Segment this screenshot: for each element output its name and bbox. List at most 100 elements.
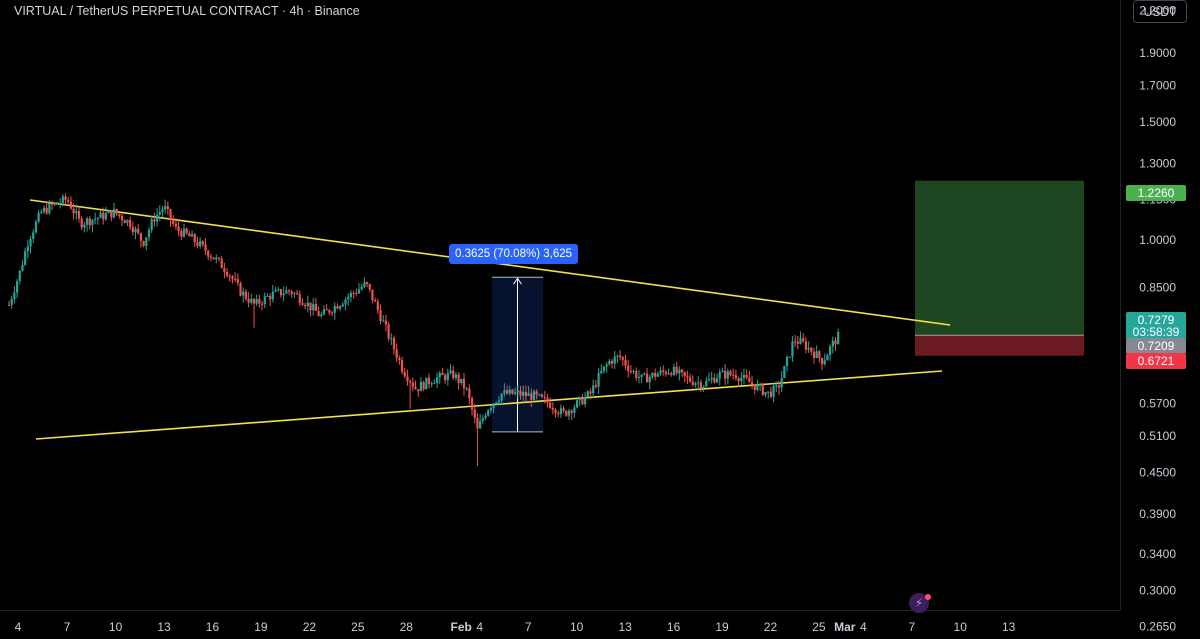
currency-unit-button[interactable]: USDT [1133,0,1187,23]
candle-body [514,392,517,394]
candle-body [102,212,105,220]
candle-body [339,306,342,309]
candle-body [126,219,129,224]
candle-body [473,409,476,418]
candle-body [142,240,145,246]
candle-body [295,293,299,295]
candle-body [584,396,587,405]
candle-body [772,385,775,397]
candle-body [355,293,358,295]
candle-body [236,279,239,283]
candle-body [608,360,611,365]
candle-body [45,207,48,214]
candle-body [61,196,64,203]
candle-body [153,219,156,222]
candle-body [123,220,126,224]
candle-body [110,210,113,218]
candle-body [398,358,401,361]
lightning-icon[interactable]: ⚡ [909,593,929,613]
candle-body [446,373,449,381]
candle-body [680,369,684,372]
time-tick-11: 7 [525,620,532,634]
stop-zone[interactable] [915,335,1084,356]
candle-body [360,286,363,290]
candle-body [400,360,404,372]
time-tick-13: 13 [618,620,632,634]
candle-body [476,417,479,429]
candle-body [368,284,371,290]
candle-body [616,355,619,357]
candle-body [322,309,326,315]
candle-body [724,370,727,379]
candle-body [371,289,374,301]
candle-body [131,227,134,233]
candle-body [395,349,398,359]
candle-body [185,228,188,234]
candle-body [721,370,724,373]
candle-body [158,212,161,215]
candle-body [799,338,802,344]
candle-body [767,391,770,393]
target-badge: 1.2260 [1126,185,1186,201]
candle-body [10,299,13,306]
candle-body [575,400,579,408]
candle-body [279,289,283,296]
candle-body [72,208,75,214]
candle-body [344,299,347,305]
candle-body [802,338,805,342]
target-zone[interactable] [915,180,1084,336]
candle-body [220,258,223,269]
price-tick-15: 0.2650 [1139,620,1176,634]
candle-body [56,202,59,204]
candle-body [756,384,759,390]
candle-body [530,393,533,400]
candle-body [562,408,565,411]
candle-body [619,355,622,358]
candle-body [242,291,245,296]
time-tick-5: 19 [254,620,268,634]
candle-body [818,351,821,359]
candle-body [532,391,536,400]
candle-body [640,374,643,377]
time-axis-separator [0,610,1120,611]
lower-trendline[interactable] [35,370,943,440]
candle-body [349,292,353,297]
candle-body [139,233,143,241]
candle-body [406,376,409,382]
candle-body [37,212,40,222]
candle-body [694,383,697,385]
candle-body [91,219,94,226]
candle-body [753,384,756,390]
price-axis: 2.20001.90001.70001.50001.30001.15001.00… [1139,3,1176,634]
candle-body [675,366,678,374]
candle-body [271,291,274,300]
trendlines[interactable] [29,199,951,440]
candle-body [462,378,466,389]
candle-body [691,381,694,385]
candle-body [384,320,388,325]
countdown-badge: 03:58:39 [1126,324,1186,340]
price-range-measure[interactable] [492,276,543,433]
candle-body [427,377,431,384]
candle-body [489,408,493,411]
candle-body [465,388,468,390]
entry-badge: 0.7209 [1126,338,1186,354]
notification-dot [925,594,931,600]
long-position-tool[interactable] [915,180,1084,356]
candle-body [403,371,406,377]
candle-body [260,303,264,305]
candle-body [557,413,560,415]
candle-body [247,298,250,303]
candle-body [314,304,318,311]
candle-body [285,290,288,294]
candle-body [592,385,595,394]
candle-body [441,372,444,376]
candle-body [729,371,732,375]
candle-body [330,312,334,314]
candle-body [204,244,207,251]
candle-body [487,410,490,416]
candle-body [67,199,70,202]
candle-body [503,390,506,394]
candle-body [104,213,108,220]
